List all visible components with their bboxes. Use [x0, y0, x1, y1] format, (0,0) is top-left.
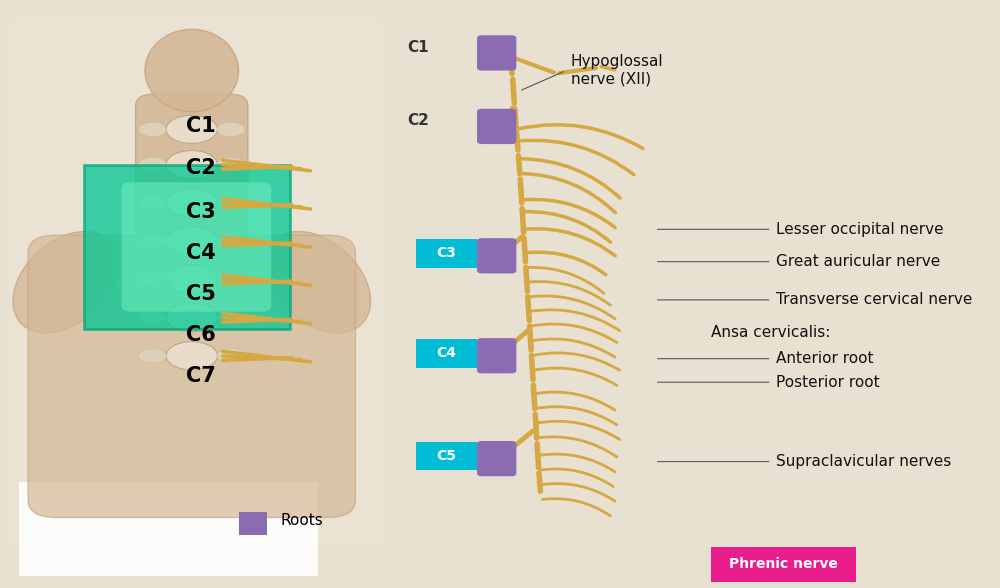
Text: Hypoglossal
nerve (XII): Hypoglossal nerve (XII)	[571, 54, 663, 87]
Ellipse shape	[217, 234, 245, 249]
Ellipse shape	[166, 265, 217, 293]
Ellipse shape	[166, 151, 217, 179]
Ellipse shape	[138, 272, 166, 287]
Bar	[239, 512, 267, 535]
Ellipse shape	[217, 272, 245, 287]
FancyBboxPatch shape	[28, 235, 355, 517]
FancyBboxPatch shape	[416, 442, 477, 470]
Ellipse shape	[145, 29, 239, 112]
Ellipse shape	[217, 122, 245, 137]
Ellipse shape	[13, 232, 118, 333]
Text: Ansa cervicalis:: Ansa cervicalis:	[711, 325, 830, 340]
Text: C3: C3	[437, 246, 457, 260]
Text: Roots: Roots	[281, 513, 323, 528]
FancyBboxPatch shape	[416, 339, 477, 368]
Ellipse shape	[217, 310, 245, 325]
FancyBboxPatch shape	[416, 239, 477, 268]
Ellipse shape	[138, 158, 166, 172]
FancyBboxPatch shape	[477, 238, 516, 273]
FancyBboxPatch shape	[711, 547, 856, 582]
Bar	[19, 482, 318, 576]
Text: C5: C5	[186, 284, 216, 304]
Text: C1: C1	[186, 116, 216, 136]
Text: C1: C1	[407, 39, 429, 55]
FancyBboxPatch shape	[122, 182, 271, 312]
Ellipse shape	[166, 227, 217, 255]
Text: Transverse cervical nerve: Transverse cervical nerve	[776, 292, 973, 308]
Ellipse shape	[217, 348, 245, 363]
Text: C4: C4	[186, 243, 216, 263]
Ellipse shape	[166, 342, 217, 370]
Ellipse shape	[138, 348, 166, 363]
FancyBboxPatch shape	[136, 94, 248, 247]
Ellipse shape	[138, 196, 166, 211]
Text: C7: C7	[186, 366, 216, 386]
Text: C2: C2	[407, 113, 429, 128]
Text: Lesser occipital nerve: Lesser occipital nerve	[776, 222, 944, 237]
Ellipse shape	[138, 234, 166, 249]
Ellipse shape	[166, 189, 217, 217]
Text: Posterior root: Posterior root	[776, 375, 880, 390]
Text: Great auricular nerve: Great auricular nerve	[776, 254, 941, 269]
Ellipse shape	[217, 158, 245, 172]
FancyBboxPatch shape	[9, 18, 384, 547]
Text: C3: C3	[186, 202, 216, 222]
Ellipse shape	[265, 232, 371, 333]
Ellipse shape	[166, 303, 217, 332]
Text: C4: C4	[437, 346, 457, 360]
Text: Supraclavicular nerves: Supraclavicular nerves	[776, 454, 952, 469]
Text: C5: C5	[437, 449, 457, 463]
FancyBboxPatch shape	[477, 441, 516, 476]
Ellipse shape	[217, 196, 245, 211]
Text: Anterior root: Anterior root	[776, 351, 874, 366]
Text: Phrenic nerve: Phrenic nerve	[729, 557, 838, 572]
FancyBboxPatch shape	[477, 338, 516, 373]
FancyBboxPatch shape	[84, 165, 290, 329]
FancyBboxPatch shape	[477, 35, 516, 71]
Ellipse shape	[138, 310, 166, 325]
Text: C6: C6	[186, 325, 216, 345]
Ellipse shape	[138, 122, 166, 137]
Ellipse shape	[166, 115, 217, 143]
FancyBboxPatch shape	[477, 109, 516, 144]
Text: C2: C2	[186, 158, 216, 178]
